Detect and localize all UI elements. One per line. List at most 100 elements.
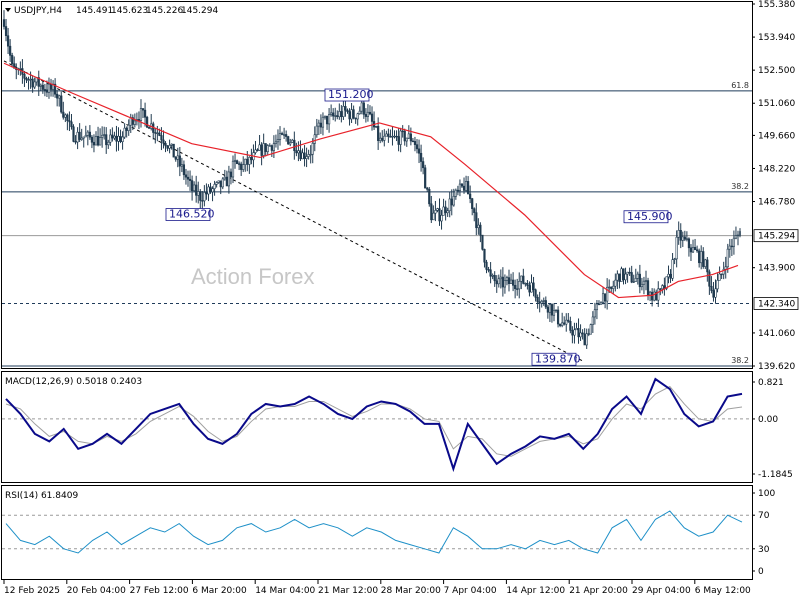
candle-body <box>293 139 296 152</box>
price-axis-label: 153.940 <box>758 33 795 43</box>
candle-body <box>573 329 576 336</box>
candle-body <box>653 291 656 301</box>
candle-body <box>561 322 564 326</box>
candle-body <box>379 137 382 141</box>
candle-body <box>630 272 633 283</box>
candle-body <box>661 285 664 290</box>
candle-body <box>366 111 370 117</box>
candle-body <box>346 109 349 112</box>
candle-body <box>736 234 740 237</box>
candle-body <box>608 286 611 289</box>
candle-body <box>103 134 106 136</box>
candle-body <box>591 316 594 325</box>
candle-body <box>444 206 447 214</box>
candle-body <box>221 178 224 188</box>
candle-body <box>174 156 177 160</box>
candle-body <box>172 143 175 158</box>
candle-body <box>211 188 214 193</box>
candle-body <box>438 208 441 222</box>
candle-body <box>49 83 53 90</box>
candle-body <box>209 186 212 193</box>
candle-body <box>340 111 343 117</box>
candle-body <box>47 83 51 93</box>
candle-body <box>268 145 271 147</box>
candle-body <box>700 251 703 264</box>
candle-body <box>240 163 243 170</box>
candle-body <box>244 158 247 165</box>
candle-body <box>505 277 509 281</box>
candle-body <box>624 273 627 281</box>
fib-label: 61.8 <box>731 81 749 90</box>
candle-body <box>518 280 521 290</box>
candle-body <box>37 77 40 87</box>
candle-body <box>716 280 719 290</box>
candle-body <box>644 280 648 282</box>
candle-body <box>479 224 482 236</box>
candle-body <box>399 130 402 145</box>
candle-body <box>105 134 108 146</box>
candle-body <box>6 35 10 47</box>
candle-body <box>299 150 302 160</box>
dropdown-triangle-icon[interactable] <box>5 8 11 12</box>
candle-body <box>499 276 502 280</box>
candle-body <box>301 152 304 160</box>
candle-body <box>391 135 394 138</box>
candle-body <box>571 330 574 336</box>
candle-body <box>722 268 725 275</box>
candle-body <box>544 300 547 308</box>
candle-body <box>133 120 136 125</box>
candle-body <box>25 78 28 81</box>
price-axis-label: 152.500 <box>758 66 795 76</box>
candle-body <box>520 275 523 282</box>
candle-body <box>295 150 298 154</box>
candle-body <box>2 19 6 27</box>
candle-body <box>193 184 196 192</box>
candle-body <box>327 114 331 125</box>
rsi-axis-label: 100 <box>758 489 775 499</box>
candle-body <box>119 135 122 142</box>
candle-body <box>258 144 261 151</box>
candle-body <box>274 141 278 144</box>
candle-body <box>516 288 519 290</box>
candle-body <box>651 291 654 301</box>
candle-body <box>657 288 660 301</box>
candle-body <box>125 127 128 131</box>
candle-body <box>430 203 433 221</box>
candle-body <box>342 106 345 117</box>
x-axis-label: 21 Mar 12:00 <box>318 586 378 596</box>
candle-body <box>262 143 265 156</box>
price-axis-box <box>753 229 799 243</box>
candle-body <box>528 285 531 293</box>
candle-body <box>677 229 680 238</box>
rsi-pane <box>1 485 753 580</box>
price-annotation-label: 139.870 <box>535 352 581 365</box>
candle-body <box>307 154 310 157</box>
candle-body <box>440 215 443 222</box>
candle-body <box>223 176 226 180</box>
candle-body <box>397 136 400 145</box>
price-annotation-label: 151.200 <box>328 88 374 101</box>
candle-body <box>395 135 398 138</box>
candle-body <box>667 273 670 278</box>
candle-body <box>683 236 686 240</box>
candle-body <box>720 273 723 276</box>
candle-body <box>31 78 34 88</box>
candle-body <box>66 114 69 121</box>
candle-body <box>139 108 143 121</box>
candle-body <box>614 279 617 287</box>
candle-body <box>583 333 586 346</box>
candle-body <box>497 278 500 285</box>
candle-body <box>56 93 59 99</box>
candle-body <box>659 288 662 290</box>
candle-body <box>734 235 738 239</box>
candle-body <box>550 304 554 316</box>
candle-body <box>72 126 75 142</box>
candle-body <box>70 121 73 128</box>
header-symbol: USDJPY,H4 <box>14 6 62 16</box>
candle-body <box>289 142 292 145</box>
candle-body <box>599 301 603 305</box>
candle-body <box>456 189 459 192</box>
candle-body <box>559 323 562 326</box>
candle-body <box>330 112 333 115</box>
